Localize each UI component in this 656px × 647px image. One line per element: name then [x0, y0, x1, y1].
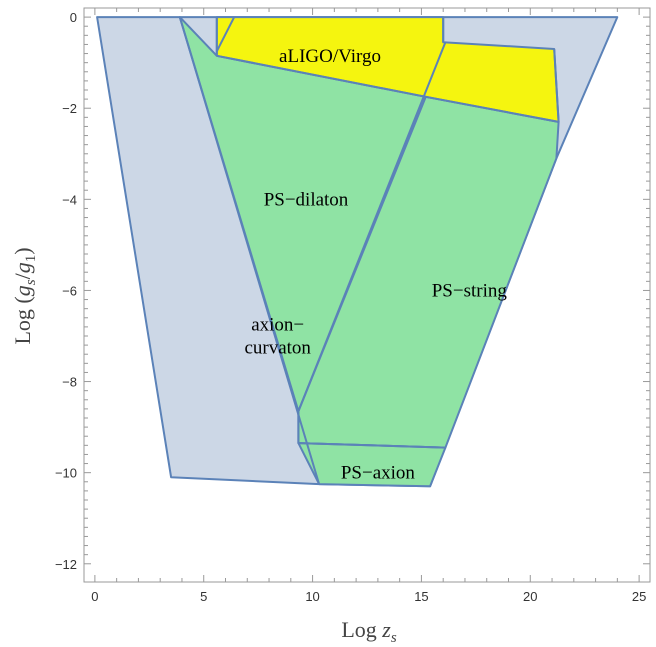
- region-label-ps-axion: PS−axion: [341, 463, 416, 484]
- x-tick-label: 10: [305, 589, 319, 604]
- region-labels-layer: axion−curvaton PS−dilaton PS−string PS−axio…: [244, 46, 507, 484]
- x-axis-title: Log zs: [341, 617, 397, 646]
- ticks-layer: 0 5 10 15 20 25 0 −2 −4 −6 −8 −10 −12: [55, 8, 650, 604]
- region-label-ps-string: PS−string: [432, 280, 508, 301]
- y-tick-label: −8: [62, 375, 77, 390]
- boundary-line-6: [553, 48, 560, 122]
- edges-layer: [178, 16, 560, 485]
- y-tick-label: −12: [55, 557, 77, 572]
- x-tick-label: 25: [632, 589, 646, 604]
- boundary-line-8: [298, 442, 446, 449]
- y-axis-title: Log (gs/g1): [10, 247, 39, 344]
- x-tick-label: 5: [200, 589, 207, 604]
- boundary-line-7: [216, 54, 559, 123]
- x-tick-label: 15: [414, 589, 428, 604]
- region-label-aligo-virgo: aLIGO/Virgo: [279, 46, 381, 67]
- region-label-axion-curvaton-line-1: axion−: [251, 315, 304, 336]
- y-tick-label: −2: [62, 101, 77, 116]
- boundary-line-2: [297, 41, 447, 412]
- y-tick-label: −4: [62, 192, 77, 207]
- region-label-ps-dilaton: PS−dilaton: [264, 189, 349, 210]
- plot-frame: [83, 7, 651, 583]
- x-tick-label: 20: [523, 589, 537, 604]
- y-tick-label: 0: [70, 10, 77, 25]
- y-tick-label: −6: [62, 283, 77, 298]
- boundary-line-4: [215, 16, 236, 52]
- region-label-axion-curvaton-line-2: curvaton: [244, 338, 311, 359]
- regions-layer: [96, 16, 619, 488]
- boundary-line-1: [178, 16, 321, 485]
- y-tick-label: −10: [55, 466, 77, 481]
- x-tick-label: 0: [91, 589, 98, 604]
